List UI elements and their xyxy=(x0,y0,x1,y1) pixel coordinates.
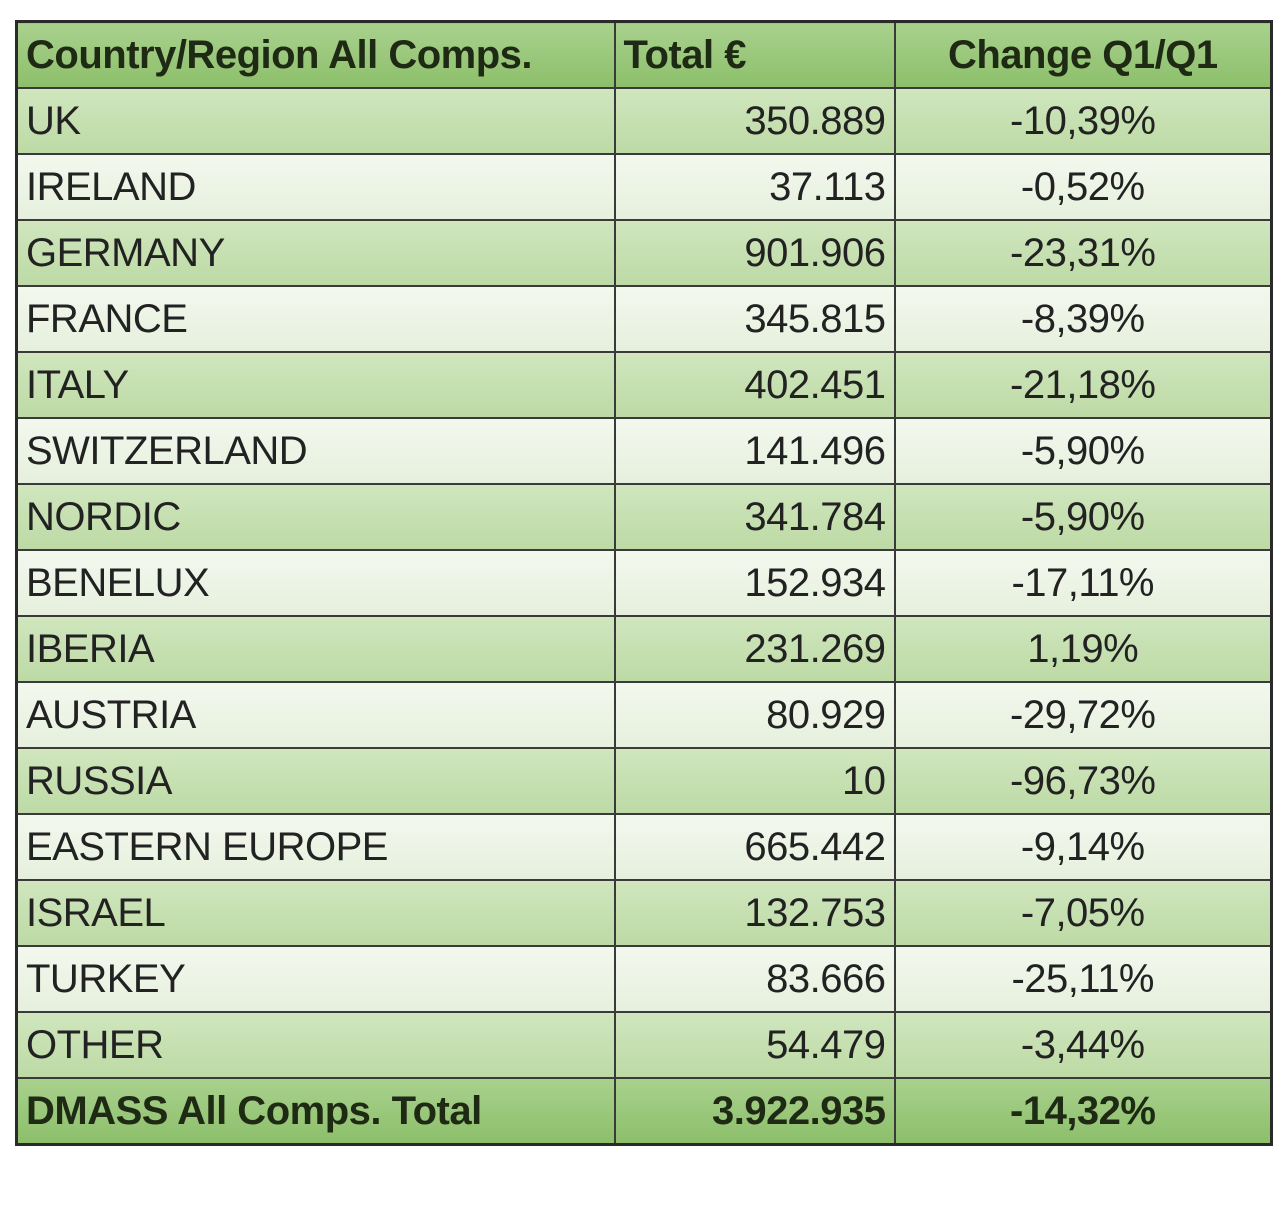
table-row: RUSSIA 10 -96,73% xyxy=(15,747,1273,815)
table-row: UK 350.889 -10,39% xyxy=(15,87,1273,155)
table-cell: -14,32% xyxy=(893,1077,1273,1146)
table-row: Country/Region All Comps. Total € Change Q… xyxy=(15,20,1273,89)
table-row: DMASS All Comps. Total 3.922.935 -14,32% xyxy=(15,1077,1273,1146)
table-row: ISRAEL 132.753 -7,05% xyxy=(15,879,1273,947)
table-cell: -8,39% xyxy=(893,285,1273,353)
table-cell: 3.922.935 xyxy=(613,1077,896,1146)
table-cell: 141.496 xyxy=(613,417,896,485)
table-cell: 37.113 xyxy=(613,153,896,221)
table-cell: 231.269 xyxy=(613,615,896,683)
table-cell: 345.815 xyxy=(613,285,896,353)
table-cell: Change Q1/Q1 xyxy=(893,20,1273,89)
table-cell: TURKEY xyxy=(15,945,616,1013)
table-row: EASTERN EUROPE 665.442 -9,14% xyxy=(15,813,1273,881)
table-row: IBERIA 231.269 1,19% xyxy=(15,615,1273,683)
table-row: FRANCE 345.815 -8,39% xyxy=(15,285,1273,353)
table-cell: -21,18% xyxy=(893,351,1273,419)
table-row: TURKEY 83.666 -25,11% xyxy=(15,945,1273,1013)
table-cell: 80.929 xyxy=(613,681,896,749)
table-row: OTHER 54.479 -3,44% xyxy=(15,1011,1273,1079)
table-cell: -23,31% xyxy=(893,219,1273,287)
table-cell: 132.753 xyxy=(613,879,896,947)
table-cell: DMASS All Comps. Total xyxy=(15,1077,616,1146)
table-row: SWITZERLAND 141.496 -5,90% xyxy=(15,417,1273,485)
table-row: ITALY 402.451 -21,18% xyxy=(15,351,1273,419)
table-cell: -25,11% xyxy=(893,945,1273,1013)
table-cell: SWITZERLAND xyxy=(15,417,616,485)
table-cell: 1,19% xyxy=(893,615,1273,683)
table-cell: AUSTRIA xyxy=(15,681,616,749)
table-cell: GERMANY xyxy=(15,219,616,287)
table-cell: -29,72% xyxy=(893,681,1273,749)
table-cell: -7,05% xyxy=(893,879,1273,947)
table-cell: -9,14% xyxy=(893,813,1273,881)
table-cell: -5,90% xyxy=(893,417,1273,485)
table-cell: 665.442 xyxy=(613,813,896,881)
table-cell: EASTERN EUROPE xyxy=(15,813,616,881)
table-cell: -17,11% xyxy=(893,549,1273,617)
table-cell: 54.479 xyxy=(613,1011,896,1079)
table-cell: -3,44% xyxy=(893,1011,1273,1079)
table-cell: UK xyxy=(15,87,616,155)
table-cell: 402.451 xyxy=(613,351,896,419)
table-cell: ISRAEL xyxy=(15,879,616,947)
table-cell: 341.784 xyxy=(613,483,896,551)
table-row: BENELUX 152.934 -17,11% xyxy=(15,549,1273,617)
table-cell: -5,90% xyxy=(893,483,1273,551)
table-cell: IRELAND xyxy=(15,153,616,221)
table-row: NORDIC 341.784 -5,90% xyxy=(15,483,1273,551)
table-cell: 10 xyxy=(613,747,896,815)
table-cell: RUSSIA xyxy=(15,747,616,815)
table-cell: NORDIC xyxy=(15,483,616,551)
table-cell: FRANCE xyxy=(15,285,616,353)
table-cell: IBERIA xyxy=(15,615,616,683)
table-cell: 350.889 xyxy=(613,87,896,155)
table-row: IRELAND 37.113 -0,52% xyxy=(15,153,1273,221)
table-row: GERMANY 901.906 -23,31% xyxy=(15,219,1273,287)
table-cell: Country/Region All Comps. xyxy=(15,20,616,89)
sales-table: Country/Region All Comps. Total € Change Q… xyxy=(15,20,1273,1146)
table-cell: -96,73% xyxy=(893,747,1273,815)
table-cell: BENELUX xyxy=(15,549,616,617)
table-cell: Total € xyxy=(613,20,896,89)
table-cell: OTHER xyxy=(15,1011,616,1079)
table-cell: 901.906 xyxy=(613,219,896,287)
table-cell: 83.666 xyxy=(613,945,896,1013)
table-cell: -10,39% xyxy=(893,87,1273,155)
table-body: Country/Region All Comps. Total € Change Q… xyxy=(15,20,1273,1146)
table-cell: -0,52% xyxy=(893,153,1273,221)
table-cell: ITALY xyxy=(15,351,616,419)
table-row: AUSTRIA 80.929 -29,72% xyxy=(15,681,1273,749)
table-cell: 152.934 xyxy=(613,549,896,617)
